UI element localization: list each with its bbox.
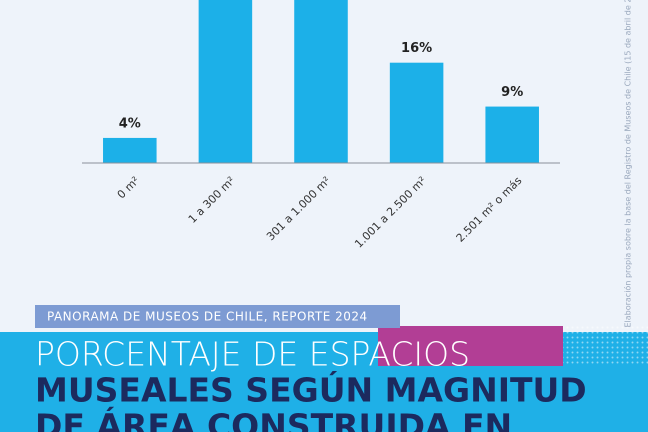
subtitle-banner [35,305,400,328]
bar [294,0,348,163]
title-line: DE ÁREA CONSTRUIDA EN [35,406,512,432]
decor-dots [563,326,648,366]
bar [103,137,157,163]
value-label: 16% [401,41,432,56]
decor-block [378,326,563,366]
title-line: MUSEALES SEGÚN MAGNITUD [35,370,587,410]
source-note: Elaboración propia sobre la base del Reg… [623,0,633,328]
bar [485,106,539,163]
bar [198,0,253,164]
value-label: 9% [501,85,523,100]
title-line: PORCENTAJE DE ESPACIOS [35,335,470,374]
subtitle: PANORAMA DE MUSEOS DE CHILE, REPORTE 202… [47,310,368,324]
bar [389,62,444,163]
value-label: 4% [119,116,141,131]
